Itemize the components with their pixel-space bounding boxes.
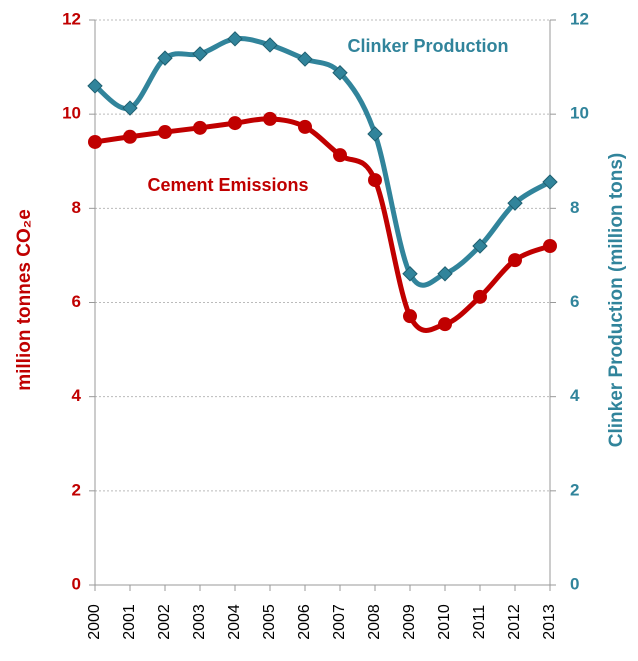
x-tick-label: 2009: [401, 604, 418, 640]
marker: [543, 239, 557, 253]
x-tick-label: 2010: [436, 604, 453, 640]
marker: [228, 116, 242, 131]
x-tick-label: 2013: [541, 604, 558, 640]
x-tick-label: 2007: [331, 604, 348, 640]
marker: [367, 126, 383, 142]
x-tick-label: 2008: [366, 604, 383, 640]
x-tick-label: 2012: [506, 604, 523, 640]
marker: [122, 100, 138, 116]
y-axis-title: million tonnes CO₂e: [14, 209, 35, 391]
marker: [87, 78, 103, 94]
y2-tick-label: 10: [570, 104, 589, 123]
y2-tick-label: 4: [570, 386, 580, 405]
marker: [158, 125, 172, 140]
marker: [88, 134, 102, 149]
marker: [542, 174, 558, 190]
marker: [508, 253, 522, 268]
y2-tick-label: 6: [570, 292, 579, 311]
marker: [333, 148, 347, 163]
marker: [438, 317, 452, 332]
x-tick-label: 2002: [156, 604, 173, 640]
marker: [368, 173, 382, 188]
series-label: Cement Emissions: [147, 175, 308, 195]
series-label: Clinker Production: [347, 36, 508, 56]
x-tick-label: 2001: [121, 604, 138, 640]
y-tick-label: 0: [72, 574, 81, 593]
y-tick-label: 2: [72, 480, 81, 499]
y-tick-label: 12: [62, 9, 81, 28]
marker: [402, 266, 418, 282]
y2-tick-label: 12: [570, 9, 589, 28]
marker: [332, 65, 348, 81]
marker: [157, 50, 173, 66]
marker: [403, 309, 417, 324]
x-tick-label: 2006: [296, 604, 313, 640]
marker: [192, 46, 208, 62]
x-tick-label: 2003: [191, 604, 208, 640]
y-tick-label: 4: [72, 386, 82, 405]
marker: [227, 31, 243, 47]
y2-tick-label: 2: [570, 480, 579, 499]
marker: [298, 119, 312, 134]
marker: [193, 120, 207, 135]
y2-tick-label: 0: [570, 574, 579, 593]
y-tick-label: 10: [62, 104, 81, 123]
marker: [262, 37, 278, 53]
marker: [123, 129, 137, 144]
x-tick-label: 2005: [261, 604, 278, 640]
x-tick-label: 2000: [86, 604, 103, 640]
marker: [437, 266, 453, 282]
x-tick-label: 2011: [471, 605, 488, 640]
x-tick-label: 2004: [226, 604, 243, 640]
marker: [472, 238, 488, 254]
marker: [263, 111, 277, 126]
y2-axis-title: Clinker Production (million tons): [606, 153, 627, 448]
marker: [473, 289, 487, 304]
y-tick-label: 8: [72, 198, 81, 217]
y2-tick-label: 8: [570, 198, 579, 217]
marker: [297, 51, 313, 67]
y-tick-label: 6: [72, 292, 81, 311]
marker: [507, 195, 523, 211]
